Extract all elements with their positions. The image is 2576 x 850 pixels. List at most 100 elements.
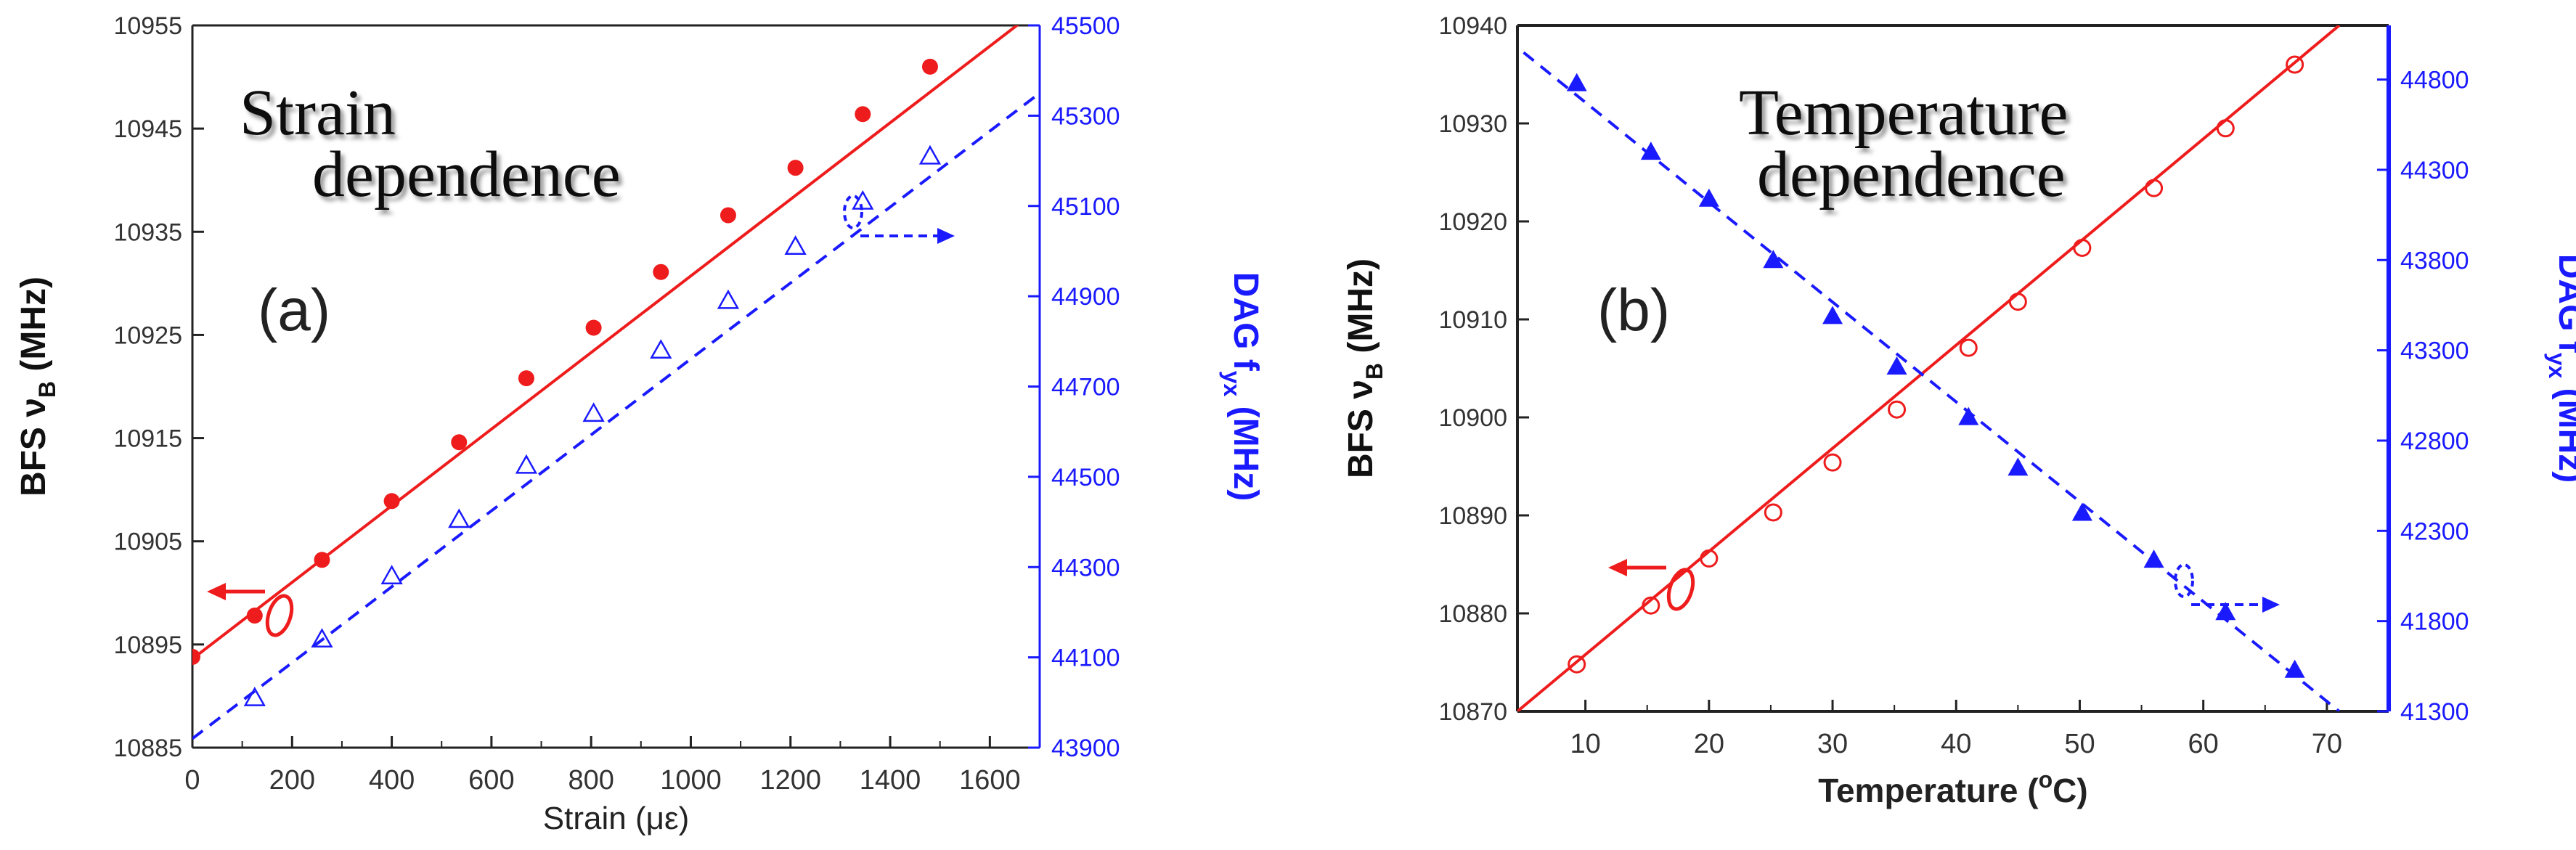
dag-point	[2071, 502, 2092, 521]
x-tick-label: 800	[568, 765, 614, 796]
y-left-axis-label: BFS νB (MHz)	[15, 277, 60, 496]
bfs-axis-arrow-head	[207, 583, 226, 600]
y-right-tick-label: 42800	[2400, 428, 2469, 455]
x-axis-label-sup: o	[2039, 767, 2053, 793]
bfs-point	[855, 106, 871, 123]
y-left-tick-label: 10890	[1438, 502, 1507, 530]
dag-point	[380, 565, 403, 584]
bfs-point	[383, 493, 400, 510]
bfs-point	[1959, 338, 1978, 357]
dag-point	[448, 508, 470, 528]
strain-panel: 0 200 400 600 800 1000 1200 1400 1600 10885 10895 1…	[15, 12, 1265, 836]
y-left-tick-label: 10910	[1438, 306, 1507, 334]
x-tick-label: 10	[1570, 729, 1600, 759]
dag-point	[918, 144, 942, 165]
bfs-point	[451, 434, 468, 451]
x-tick-label: 1200	[759, 765, 821, 796]
y-left-axis-label-unit: (MHz)	[15, 277, 53, 381]
y-left-tick-label: 10900	[1438, 404, 1507, 432]
bfs-axis-arrow-head	[1608, 559, 1627, 576]
plot-area	[192, 25, 1040, 740]
y-left-tick-label: 10935	[113, 218, 182, 246]
bfs-point	[246, 608, 263, 624]
bfs-point	[585, 319, 602, 336]
y-right-tick-label: 43800	[2400, 247, 2469, 274]
y-right-axis-label-unit: (MHz)	[2551, 378, 2576, 483]
dag-point	[650, 339, 672, 359]
bfs-point	[2216, 119, 2235, 138]
dag-point	[2284, 659, 2305, 678]
x-tick-label: 50	[2064, 729, 2095, 759]
dag-fit-line	[1523, 51, 2341, 711]
bfs-point	[314, 552, 330, 568]
bfs-point	[1700, 549, 1719, 568]
x-tick-label: 200	[269, 765, 315, 796]
x-tick-label: 40	[1941, 729, 1971, 759]
y-right-tick-label: 44900	[1051, 283, 1120, 311]
y-left-tick-label: 10920	[1438, 208, 1507, 236]
bfs-point	[720, 207, 736, 224]
chart-title-line: dependence	[1757, 139, 2066, 211]
x-tick-label: 60	[2188, 729, 2219, 759]
x-tick-label: 400	[369, 765, 415, 796]
bfs-point	[1568, 655, 1586, 674]
y-left-tick-label: 10880	[1438, 600, 1507, 628]
y-right-axis-label-unit: (MHz)	[1226, 396, 1265, 501]
bfs-point	[1642, 596, 1660, 615]
dag-point	[1822, 306, 1843, 324]
dag-fit-line	[192, 91, 1040, 740]
y-left-axis-label-sub: B	[34, 381, 60, 398]
bfs-point	[1888, 400, 1907, 419]
bfs-point	[2073, 238, 2092, 257]
y-left-tick-label: 10885	[113, 735, 182, 762]
y-left-tick-label: 10940	[1438, 12, 1507, 40]
x-tick-label: 20	[1694, 729, 1724, 759]
dag-axis-ellipse	[2174, 563, 2194, 598]
dag-axis-arrow-head	[937, 228, 955, 244]
dag-point	[1958, 406, 1979, 425]
x-tick-label: 0	[184, 765, 200, 796]
panel-label: (b)	[1597, 277, 1670, 343]
y-left-axis-label-unit: (MHz)	[1342, 258, 1380, 363]
y-right-tick-label: 43300	[2400, 338, 2469, 365]
dag-point	[1640, 142, 1661, 160]
x-tick-label: 30	[1817, 729, 1848, 759]
y-right-axis-label-sub: yx	[2544, 353, 2570, 379]
y-left-tick-label: 10895	[113, 632, 182, 659]
dag-point	[582, 402, 605, 422]
x-tick-label: 1600	[959, 765, 1021, 796]
y-right-tick-label: 41300	[2400, 698, 2469, 726]
chart-title-line: Temperature	[1739, 77, 2068, 149]
y-right-axis-label: DAG fyx (MHz)	[2544, 254, 2576, 483]
dag-point	[311, 628, 333, 647]
y-right-tick-label: 44100	[1051, 645, 1120, 672]
bfs-point	[2286, 55, 2304, 74]
y-right-tick-label: 45300	[1051, 102, 1120, 130]
y-left-tick-label: 10930	[1438, 110, 1507, 138]
y-right-tick-label: 44300	[1051, 554, 1120, 581]
dag-point	[1698, 188, 1719, 207]
dag-point	[1763, 250, 1784, 269]
y-left-tick-label: 10915	[113, 425, 182, 453]
y-left-axis-label: BFS νB (MHz)	[1342, 258, 1387, 478]
dag-axis-ellipse	[843, 195, 863, 229]
y-left-tick-label: 10870	[1438, 698, 1507, 726]
y-left-tick-label: 10955	[113, 12, 182, 40]
x-tick-label: 70	[2312, 729, 2342, 759]
bfs-point	[653, 263, 669, 280]
temperature-panel: 10 20 30 40 50 60 70 10870 10880 10890 10900 10910 1…	[1342, 12, 2576, 809]
y-left-axis-label-sub: B	[1361, 363, 1387, 380]
y-left-tick-label: 10945	[113, 115, 182, 143]
y-right-tick-label: 44300	[2400, 157, 2469, 184]
dag-point	[2215, 602, 2236, 621]
y-right-tick-label: 44800	[2400, 67, 2469, 94]
y-right-axis-label-sub: yx	[1219, 371, 1245, 397]
chart-title-line: dependence	[312, 139, 621, 211]
dag-point	[784, 235, 807, 255]
x-axis-label: Strain (με)	[543, 801, 689, 836]
y-left-tick-label: 10925	[113, 322, 182, 349]
y-right-tick-label: 41800	[2400, 608, 2469, 636]
y-right-axis-label: DAG fyx (MHz)	[1219, 272, 1265, 502]
x-axis-label: Temperature (oC)	[1818, 767, 2087, 809]
